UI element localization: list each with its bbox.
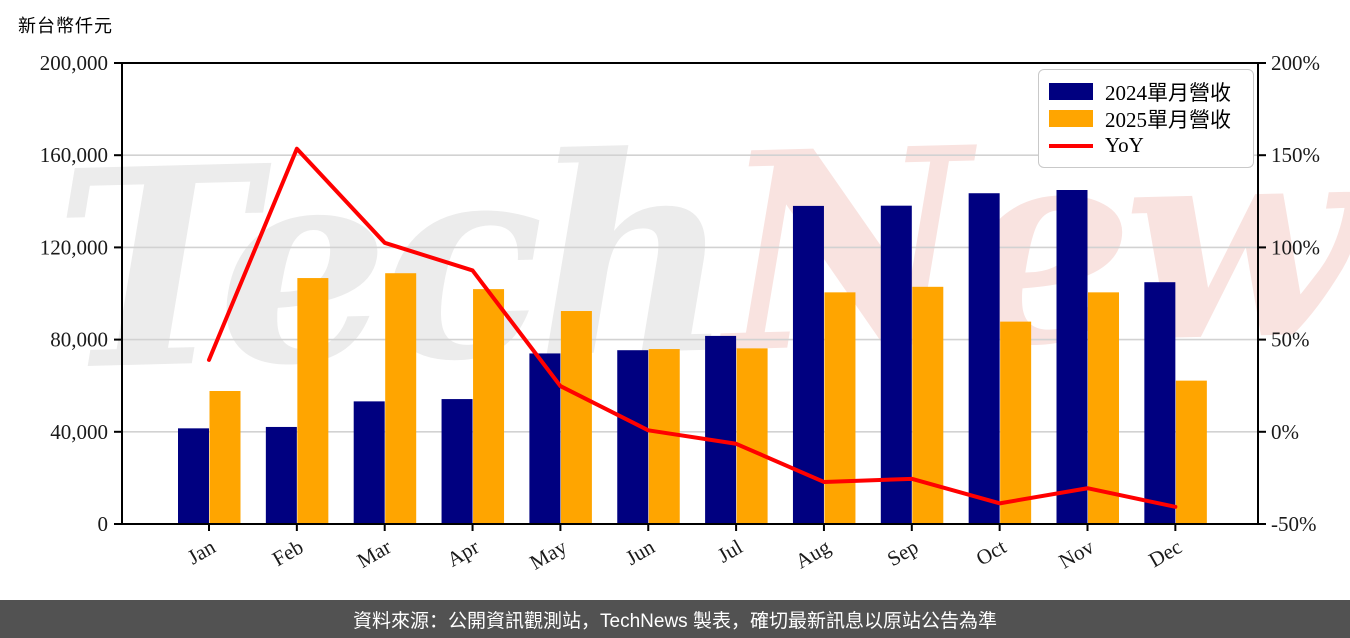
bar-2024-feb bbox=[265, 426, 297, 524]
x-axis-tick-label: Jun bbox=[621, 534, 659, 570]
bar-2024-nov bbox=[1056, 190, 1088, 524]
x-axis-tick-label: Sep bbox=[883, 535, 922, 572]
bar-2025-feb bbox=[297, 278, 329, 524]
right-axis-tick-label: 150% bbox=[1271, 143, 1320, 167]
bar-2024-jun bbox=[617, 350, 649, 524]
x-axis-tick-label: Nov bbox=[1055, 534, 1099, 573]
left-axis-tick-label: 0 bbox=[98, 512, 109, 536]
legend-item-2024: 2024單月營收 bbox=[1049, 78, 1241, 105]
x-axis-tick-label: Apr bbox=[443, 535, 483, 572]
left-axis-tick-label: 120,000 bbox=[40, 235, 108, 259]
bar-2024-apr bbox=[441, 399, 473, 524]
bar-2025-dec bbox=[1175, 380, 1207, 524]
left-axis-tick-label: 80,000 bbox=[50, 328, 108, 352]
footer-bar: 資料來源：公開資訊觀測站，TechNews 製表，確切最新訊息以原站公告為準 bbox=[0, 600, 1350, 638]
bar-2025-may bbox=[560, 311, 592, 524]
bar-2025-apr bbox=[473, 289, 505, 524]
right-axis-tick-label: 200% bbox=[1271, 51, 1320, 75]
legend-label-yoy: YoY bbox=[1105, 133, 1144, 157]
x-axis-tick-label: Aug bbox=[791, 534, 835, 573]
yoy-line bbox=[207, 146, 1178, 509]
x-axis-tick-label: Mar bbox=[353, 535, 395, 573]
legend-swatch-yoy-line bbox=[1049, 143, 1093, 148]
x-axis-tick-label: Jan bbox=[183, 534, 220, 569]
right-axis-tick-label: 0% bbox=[1271, 420, 1299, 444]
legend-label-2024: 2024單月營收 bbox=[1105, 80, 1231, 105]
chart-canvas: 0 40,000 80,000 120,000 160,000 200,000 -50% 0%… bbox=[40, 51, 1320, 575]
legend-label-2025: 2025單月營收 bbox=[1105, 107, 1231, 132]
bar-2025-aug bbox=[824, 292, 856, 524]
legend-item-yoy: YoY bbox=[1049, 132, 1241, 159]
bar-2024-sep bbox=[880, 205, 912, 524]
bar-2025-oct bbox=[1000, 321, 1032, 524]
right-axis-tick-label: -50% bbox=[1271, 512, 1317, 536]
bar-2024-jan bbox=[178, 428, 209, 524]
left-axis-tick-label: 200,000 bbox=[40, 51, 108, 75]
bar-2025-jan bbox=[209, 391, 241, 524]
x-axis-tick-label: Oct bbox=[972, 534, 1010, 570]
left-axis-tick-label: 160,000 bbox=[40, 143, 108, 167]
footer-source-text: 資料來源：公開資訊觀測站，TechNews 製表，確切最新訊息以原站公告為準 bbox=[353, 610, 997, 632]
right-axis-tick-label: 50% bbox=[1271, 328, 1310, 352]
legend-swatch-2024 bbox=[1049, 83, 1093, 100]
bar-2024-mar bbox=[353, 401, 385, 524]
bar-2024-oct bbox=[968, 193, 1000, 525]
bar-2025-mar bbox=[385, 273, 417, 524]
x-axis-tick-label: May bbox=[526, 534, 572, 574]
bar-2025-jul bbox=[736, 348, 768, 524]
x-axis-tick-label: Dec bbox=[1145, 535, 1186, 573]
bar-2024-dec bbox=[1144, 282, 1176, 524]
right-axis-tick-label: 100% bbox=[1271, 235, 1320, 259]
axis-unit-label: 新台幣仟元 bbox=[18, 16, 113, 36]
bar-2025-nov bbox=[1088, 292, 1119, 524]
legend-item-2025: 2025單月營收 bbox=[1049, 105, 1241, 132]
bar-2025-sep bbox=[912, 286, 944, 524]
x-axis-tick-label: Feb bbox=[268, 535, 307, 572]
legend-swatch-2025 bbox=[1049, 110, 1093, 127]
left-axis-tick-label: 40,000 bbox=[50, 420, 108, 444]
legend: 2024單月營收 2025單月營收 YoY bbox=[1038, 69, 1254, 168]
x-axis-tick-label: Jul bbox=[713, 534, 746, 567]
bar-2025-jun bbox=[648, 349, 680, 524]
bar-2024-jul bbox=[705, 335, 737, 524]
